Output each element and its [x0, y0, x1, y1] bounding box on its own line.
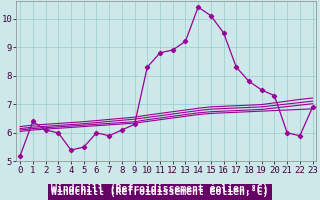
Text: Windchill (Refroidissement éolien,°C): Windchill (Refroidissement éolien,°C) — [51, 187, 269, 197]
Text: Windchill (Refroidissement éolien,°C): Windchill (Refroidissement éolien,°C) — [51, 184, 269, 194]
